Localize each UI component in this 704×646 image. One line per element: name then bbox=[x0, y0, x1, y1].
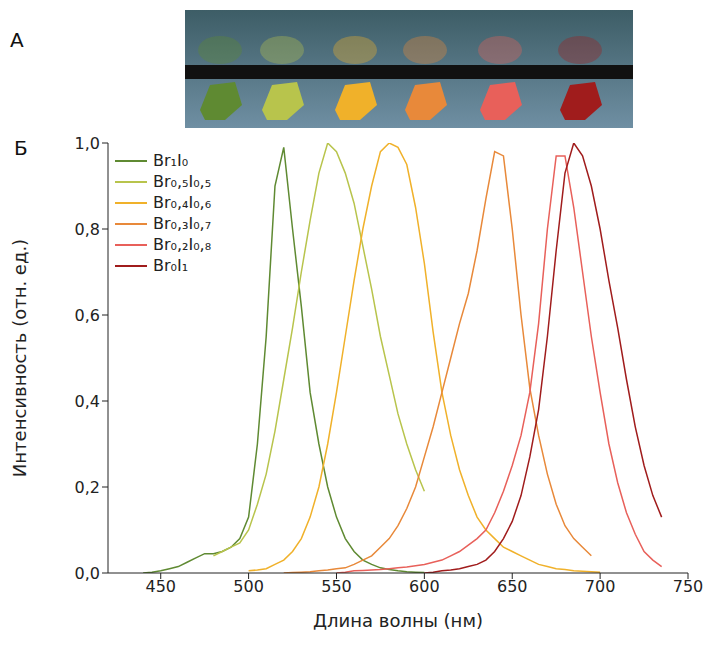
svg-text:750: 750 bbox=[673, 577, 704, 596]
html-text:Br₀,₄I₀,₆: Br₀,₄I₀,₆ bbox=[153, 193, 212, 212]
svg-text:1,0: 1,0 bbox=[75, 134, 100, 153]
html-text:Br₁I₀: Br₁I₀ bbox=[153, 151, 189, 170]
svg-text:700: 700 bbox=[585, 577, 616, 596]
svg-text:0,4: 0,4 bbox=[75, 392, 100, 411]
svg-text:600: 600 bbox=[409, 577, 440, 596]
svg-text:0,0: 0,0 bbox=[75, 564, 100, 583]
svg-text:550: 550 bbox=[321, 577, 352, 596]
svg-text:450: 450 bbox=[145, 577, 176, 596]
svg-text:0,6: 0,6 bbox=[75, 306, 100, 325]
svg-text:500: 500 bbox=[233, 577, 264, 596]
html-text:Br₀,₃I₀,₇: Br₀,₃I₀,₇ bbox=[153, 214, 212, 233]
html-text:А: А bbox=[10, 28, 24, 52]
svg-text:0,8: 0,8 bbox=[75, 220, 100, 239]
html-text:Br₀,₂I₀,₈: Br₀,₂I₀,₈ bbox=[153, 235, 212, 254]
svg-text:Длина волны (нм): Длина волны (нм) bbox=[313, 610, 483, 631]
html-text:Br₀,₅I₀,₅: Br₀,₅I₀,₅ bbox=[153, 172, 212, 191]
svg-text:Интенсивность (отн. ед.): Интенсивность (отн. ед.) bbox=[9, 239, 30, 477]
svg-text:650: 650 bbox=[497, 577, 528, 596]
svg-text:0,2: 0,2 bbox=[75, 478, 100, 497]
html-text:Б: Б bbox=[14, 136, 28, 160]
html-text:Br₀I₁: Br₀I₁ bbox=[153, 256, 189, 275]
